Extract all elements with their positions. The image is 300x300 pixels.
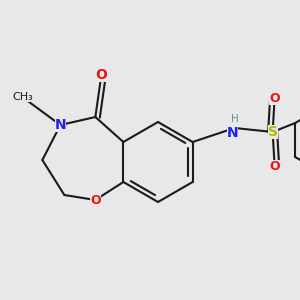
Text: S: S	[268, 125, 278, 139]
Text: N: N	[55, 118, 66, 132]
Text: N: N	[227, 126, 239, 140]
Text: CH₃: CH₃	[12, 92, 33, 102]
Text: O: O	[90, 194, 101, 206]
Text: O: O	[269, 160, 280, 172]
Text: H: H	[231, 114, 239, 124]
Text: O: O	[95, 68, 107, 82]
Text: O: O	[269, 92, 280, 104]
